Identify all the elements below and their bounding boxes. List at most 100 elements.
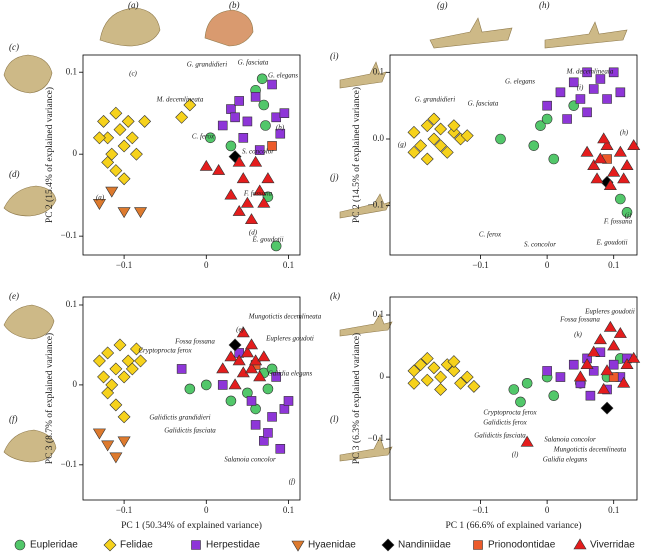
point bbox=[548, 390, 560, 402]
point bbox=[447, 119, 461, 133]
x-tick-label: 0.1 bbox=[608, 505, 619, 515]
point bbox=[244, 213, 259, 225]
point bbox=[585, 390, 596, 401]
y-tick-label: 0.0 bbox=[373, 133, 385, 143]
annotation: G. grandidieri bbox=[415, 96, 456, 104]
y-tick-label: 0 bbox=[380, 371, 385, 381]
point bbox=[270, 240, 282, 252]
point bbox=[515, 396, 526, 408]
x-tick-label: −0.1 bbox=[116, 260, 132, 270]
point bbox=[600, 139, 614, 150]
point bbox=[427, 361, 441, 375]
point bbox=[440, 145, 454, 159]
point bbox=[602, 94, 612, 104]
x-axis-label: PC 1 (50.34% of explained variance) bbox=[121, 520, 262, 531]
annotation: Galidictis fasciata bbox=[164, 427, 216, 435]
annotation: (b) bbox=[276, 124, 285, 132]
point bbox=[93, 354, 106, 368]
annotation: M. decemlineata bbox=[566, 68, 614, 76]
point bbox=[620, 159, 634, 170]
x-tick-label: −0.1 bbox=[472, 260, 488, 270]
point bbox=[434, 383, 448, 396]
y-tick-label: −0.1 bbox=[368, 200, 384, 210]
x-tick-label: 0.1 bbox=[283, 505, 294, 515]
point bbox=[200, 379, 212, 391]
legend-label: Eupleridae bbox=[30, 540, 78, 551]
point bbox=[447, 364, 461, 378]
point bbox=[608, 359, 619, 370]
point bbox=[603, 179, 617, 190]
point bbox=[627, 351, 641, 363]
x-tick-label: 0 bbox=[545, 260, 550, 270]
point bbox=[250, 92, 261, 102]
panel-label: (h) bbox=[539, 0, 550, 10]
y-tick-label: −0.1 bbox=[61, 230, 77, 240]
y-tick-label: −0.1 bbox=[61, 459, 77, 469]
point bbox=[600, 364, 614, 376]
annotation: (l) bbox=[512, 451, 519, 459]
point bbox=[242, 116, 253, 127]
legend-label: Felidae bbox=[120, 540, 153, 551]
point bbox=[134, 207, 148, 219]
annotation: (a) bbox=[96, 194, 105, 202]
y-tick-label: 0.1 bbox=[373, 66, 384, 76]
point bbox=[183, 98, 197, 112]
panel-label: (i) bbox=[330, 51, 339, 61]
annotation: (i) bbox=[577, 84, 584, 92]
point bbox=[414, 358, 428, 372]
annotation: Cryptoprocta ferox bbox=[138, 347, 192, 355]
point bbox=[117, 172, 131, 186]
annotation: Galidictis fasciata bbox=[474, 432, 526, 440]
point bbox=[535, 120, 546, 131]
point bbox=[224, 350, 238, 362]
panel-label: (g) bbox=[437, 0, 448, 10]
point bbox=[407, 125, 421, 139]
point bbox=[238, 132, 249, 143]
point bbox=[134, 354, 147, 368]
point bbox=[447, 355, 461, 368]
annotation: M. decemlineata bbox=[156, 96, 204, 104]
plot-frame bbox=[82, 54, 301, 256]
point bbox=[420, 119, 434, 133]
point bbox=[262, 383, 274, 395]
point bbox=[427, 112, 441, 126]
annotation: S. concolor bbox=[242, 148, 274, 156]
point bbox=[613, 145, 627, 157]
point bbox=[607, 165, 621, 177]
point bbox=[257, 196, 271, 208]
point bbox=[580, 358, 594, 369]
point bbox=[225, 140, 237, 152]
y-axis-label: PC 2 (14.5% of explained variance) bbox=[351, 87, 362, 223]
point bbox=[117, 139, 131, 153]
point bbox=[568, 359, 579, 370]
point bbox=[244, 338, 259, 350]
annotation: (h) bbox=[620, 129, 629, 137]
point bbox=[228, 338, 242, 352]
annotation: Eupleres goudotii bbox=[584, 308, 635, 316]
point bbox=[271, 112, 281, 123]
x-tick-label: 0.1 bbox=[283, 260, 294, 270]
point bbox=[603, 320, 617, 332]
annotation: Galidictis grandidieri bbox=[149, 414, 210, 422]
point bbox=[216, 362, 230, 374]
y-axis-label: PC 2 (15.4% of explained variance) bbox=[44, 87, 55, 223]
jaw bbox=[339, 193, 391, 219]
annotation: (c) bbox=[129, 70, 137, 78]
point bbox=[105, 186, 119, 198]
legend-marker bbox=[291, 540, 305, 552]
x-tick-label: −0.1 bbox=[472, 505, 488, 515]
point bbox=[434, 122, 448, 136]
point bbox=[427, 132, 441, 146]
point bbox=[93, 131, 106, 145]
legend-marker bbox=[14, 539, 26, 551]
point bbox=[620, 358, 634, 369]
point bbox=[260, 120, 271, 131]
annotation: G. elegans bbox=[268, 72, 298, 80]
point bbox=[92, 199, 106, 210]
point bbox=[184, 383, 196, 395]
point bbox=[101, 155, 115, 169]
panel-label: (a) bbox=[128, 0, 139, 10]
point bbox=[587, 159, 601, 170]
point bbox=[275, 128, 286, 139]
point bbox=[175, 110, 189, 124]
